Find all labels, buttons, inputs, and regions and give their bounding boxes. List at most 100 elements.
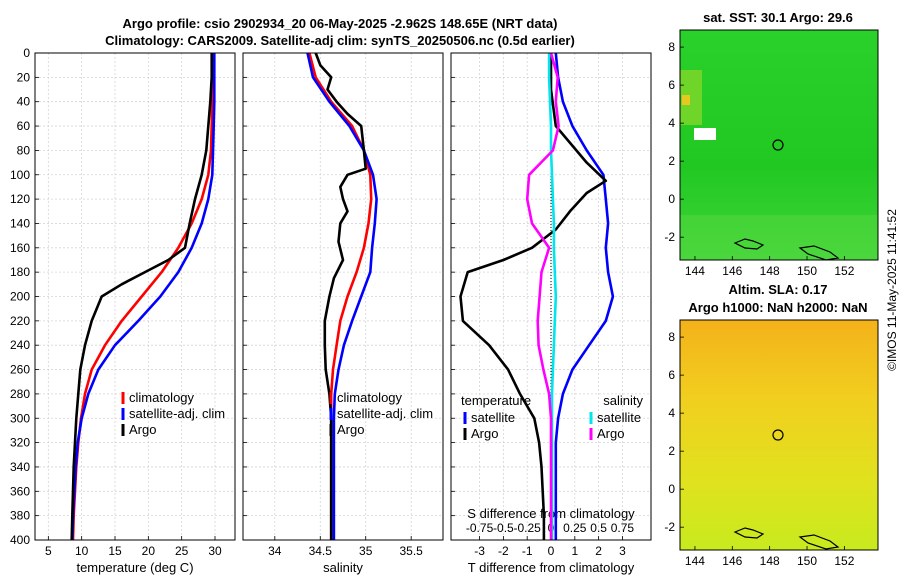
t-legend-label: satellite	[471, 410, 515, 425]
map-xtick-label: 148	[760, 554, 780, 568]
temperature-panel: 0 20 40 60 80 100 120 140 160 180 200 220 240 260 280 3…	[10, 46, 236, 575]
temp-frame	[34, 52, 236, 541]
depth-tick-label: 140	[10, 216, 30, 230]
map-ytick-label: 6	[668, 368, 675, 382]
temp-xtick-label: 5	[45, 544, 52, 558]
s-legend-label: Argo	[597, 426, 624, 441]
imos-credit: ©IMOS 11-May-2025 11:41:52	[885, 209, 899, 371]
map-xtick-label: 150	[797, 554, 817, 568]
s-diff-tick-label: -0.75	[466, 521, 494, 535]
map-ytick-label: 4	[668, 116, 675, 130]
diff-xaxis-label: T difference from climatology	[468, 560, 635, 575]
sla-map-argo-marker	[772, 429, 784, 441]
series-argo	[70, 53, 213, 541]
map-xtick-label: 146	[722, 554, 742, 568]
depth-tick-label: 100	[10, 168, 30, 182]
s-diff-tick-label: -0.5	[493, 521, 514, 535]
diff-xtick-label: -1	[522, 544, 533, 558]
map-ytick-label: 8	[668, 40, 675, 54]
sla-map-field	[680, 320, 878, 550]
sal-xtick-label: 34	[268, 544, 282, 558]
diff-xtick-label: 2	[595, 544, 602, 558]
depth-tick-label: 220	[10, 314, 30, 328]
sal-xtick-label: 35	[359, 544, 373, 558]
main-title-line2: Climatology: CARS2009. Satellite-adj cli…	[105, 33, 575, 48]
s-diff-tick-label: 0.25	[563, 521, 587, 535]
map-ytick-label: 4	[668, 406, 675, 420]
depth-tick-label: 20	[17, 70, 31, 84]
map-xtick-label: 148	[760, 264, 780, 278]
sal-xtick-label: 34.5	[309, 544, 333, 558]
s-diff-tick-label: 0.75	[611, 521, 635, 535]
legend-label: satellite-adj. clim	[337, 406, 433, 421]
depth-tick-label: 80	[17, 143, 31, 157]
sst-map-title: sat. SST: 30.1 Argo: 29.6	[703, 10, 853, 25]
sal-frame	[242, 52, 444, 541]
sst-map-frame	[679, 29, 879, 261]
depth-tick-label: 120	[10, 192, 30, 206]
diff-xtick-label: 1	[571, 544, 578, 558]
map-ytick-label: 8	[668, 330, 675, 344]
depth-tick-label: 200	[10, 290, 30, 304]
temp-xtick-label: 20	[142, 544, 156, 558]
depth-tick-label: 320	[10, 436, 30, 450]
t-legend-header: temperature	[461, 393, 531, 408]
salinity-panel: 34 34.5 35 35.5 salinity climatologysatellite…	[242, 52, 444, 575]
sal-xtick-label: 35.5	[400, 544, 424, 558]
temp-xtick-label: 10	[75, 544, 89, 558]
map-ytick-label: 2	[668, 444, 675, 458]
sst-map-lower-band	[680, 215, 878, 260]
diff-frame	[450, 52, 652, 541]
map-ytick-label: -2	[664, 520, 675, 534]
map-xtick-label: 152	[834, 554, 854, 568]
temp-xtick-label: 25	[175, 544, 189, 558]
sla-map-frame	[679, 319, 879, 551]
sst-map-coastline	[733, 238, 840, 261]
diff-xtick-label: 0	[548, 544, 555, 558]
depth-tick-label: 360	[10, 484, 30, 498]
sst-map-hot-spot	[682, 95, 690, 105]
temp-xtick-label: 15	[108, 544, 122, 558]
legend-label: Argo	[129, 422, 156, 437]
depth-tick-label: 240	[10, 338, 30, 352]
sla-map	[679, 319, 879, 551]
main-title-line1: Argo profile: csio 2902934_20 06-May-202…	[123, 16, 558, 31]
depth-tick-label: 280	[10, 387, 30, 401]
sla-map-subtitle: Argo h1000: NaN h2000: NaN	[688, 300, 867, 315]
s-legend-header: salinity	[603, 393, 643, 408]
s-diff-tick-label: -0.25	[514, 521, 542, 535]
map-xtick-label: 146	[722, 264, 742, 278]
legend-label: climatology	[337, 390, 403, 405]
s-legend-label: satellite	[597, 410, 641, 425]
sst-map	[679, 29, 879, 261]
diff-xtick-label: -2	[498, 544, 509, 558]
legend-label: climatology	[129, 390, 195, 405]
sla-map-title: Altim. SLA: 0.17	[729, 282, 828, 297]
map-ytick-label: 6	[668, 78, 675, 92]
temp-xtick-label: 30	[208, 544, 222, 558]
map-xtick-label: 144	[685, 264, 705, 278]
depth-tick-label: 340	[10, 460, 30, 474]
sst-map-argo-marker	[772, 139, 784, 151]
depth-tick-label: 380	[10, 509, 30, 523]
map-ytick-label: 0	[668, 192, 675, 206]
series-satellite-adj.-clim	[71, 53, 216, 541]
depth-tick-label: 40	[17, 95, 31, 109]
diff-xtick-label: -3	[474, 544, 485, 558]
map-ytick-label: 2	[668, 154, 675, 168]
s-diff-tick-label: 0.5	[590, 521, 607, 535]
series-t-argo	[459, 53, 608, 540]
depth-tick-label: 0	[23, 46, 30, 60]
map-ytick-label: 0	[668, 482, 675, 496]
temp-xaxis-label: temperature (deg C)	[76, 560, 193, 575]
depth-tick-label: 400	[10, 533, 30, 547]
depth-tick-label: 180	[10, 265, 30, 279]
sst-map-warm-patch	[680, 70, 702, 125]
series-satellite-adj.-clim	[306, 52, 378, 540]
series-s-argo	[525, 52, 560, 540]
map-ytick-label: -2	[664, 230, 675, 244]
depth-tick-label: 300	[10, 411, 30, 425]
map-xtick-label: 144	[685, 554, 705, 568]
